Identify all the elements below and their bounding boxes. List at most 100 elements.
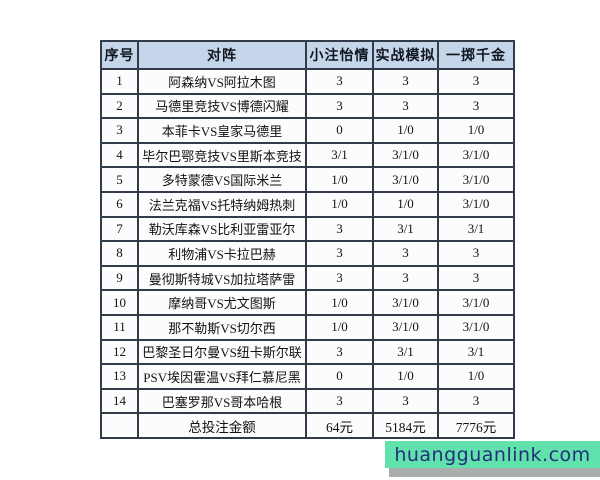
match-row-14-match-cell: 巴塞罗那VS哥本哈根 <box>137 387 307 415</box>
total-row-simulation-cell: 5184元 <box>372 412 439 439</box>
total-row-small-bet-cell: 64元 <box>305 412 374 439</box>
match-row-2-match-cell: 马德里竞技VS博德闪耀 <box>137 92 307 120</box>
match-row-8: 8 利物浦VS卡拉巴赫 3 3 3 <box>100 240 515 267</box>
match-row-10-simulation-cell: 3/1/0 <box>372 289 439 316</box>
match-row-12-simulation-cell: 3/1 <box>372 338 439 366</box>
match-row-6-match-cell: 法兰克福VS托特纳姆热刺 <box>137 190 307 218</box>
match-row-1: 1 阿森纳VS阿拉木图 3 3 3 <box>100 68 515 95</box>
header-row-small-bet-header: 小注怡情 <box>305 40 374 70</box>
match-row-4-match-cell: 毕尔巴鄂竞技VS里斯本竞技 <box>137 141 307 169</box>
header-row-match-header: 对阵 <box>137 40 307 70</box>
match-row-11-big-bet-cell: 3/1/0 <box>437 313 515 341</box>
match-row-4-big-bet-cell: 3/1/0 <box>437 141 515 169</box>
match-row-9: 9 曼彻斯特城VS加拉塔萨雷 3 3 3 <box>100 264 515 292</box>
match-row-6-small-bet-cell: 1/0 <box>305 190 374 218</box>
match-row-3-simulation-cell: 1/0 <box>372 117 439 144</box>
match-row-2-index-cell: 2 <box>100 92 139 120</box>
match-row-4: 4 毕尔巴鄂竞技VS里斯本竞技 3/1 3/1/0 3/1/0 <box>100 141 515 169</box>
match-row-1-small-bet-cell: 3 <box>305 68 374 95</box>
match-row-13: 13 PSV埃因霍温VS拜仁慕尼黑 0 1/0 1/0 <box>100 363 515 390</box>
match-row-12-small-bet-cell: 3 <box>305 338 374 366</box>
match-row-3-index-cell: 3 <box>100 117 139 144</box>
match-row-5-big-bet-cell: 3/1/0 <box>437 166 515 193</box>
total-row: 总投注金额 64元 5184元 7776元 <box>100 412 515 439</box>
header-row-index-header: 序号 <box>100 40 139 70</box>
match-row-6-big-bet-cell: 3/1/0 <box>437 190 515 218</box>
match-row-3-match-cell: 本菲卡VS皇家马德里 <box>137 117 307 144</box>
match-row-10-big-bet-cell: 3/1/0 <box>437 289 515 316</box>
match-row-14-small-bet-cell: 3 <box>305 387 374 415</box>
header-row-big-bet-header: 一掷千金 <box>437 40 515 70</box>
match-row-8-match-cell: 利物浦VS卡拉巴赫 <box>137 240 307 267</box>
match-row-11-match-cell: 那不勒斯VS切尔西 <box>137 313 307 341</box>
match-row-11-index-cell: 11 <box>100 313 139 341</box>
watermark-shadow <box>389 468 600 477</box>
match-row-14-index-cell: 14 <box>100 387 139 415</box>
match-row-2-simulation-cell: 3 <box>372 92 439 120</box>
table-foot: 总投注金额 64元 5184元 7776元 <box>100 412 515 439</box>
match-row-4-simulation-cell: 3/1/0 <box>372 141 439 169</box>
match-row-5-simulation-cell: 3/1/0 <box>372 166 439 193</box>
match-row-2-small-bet-cell: 3 <box>305 92 374 120</box>
match-row-14: 14 巴塞罗那VS哥本哈根 3 3 3 <box>100 387 515 415</box>
match-row-10-small-bet-cell: 1/0 <box>305 289 374 316</box>
total-row-match-cell: 总投注金额 <box>137 412 307 439</box>
match-row-2-big-bet-cell: 3 <box>437 92 515 120</box>
match-row-12-index-cell: 12 <box>100 338 139 366</box>
match-row-7-big-bet-cell: 3/1 <box>437 215 515 243</box>
total-row-big-bet-cell: 7776元 <box>437 412 515 439</box>
match-row-3: 3 本菲卡VS皇家马德里 0 1/0 1/0 <box>100 117 515 144</box>
match-row-12-match-cell: 巴黎圣日尔曼VS纽卡斯尔联 <box>137 338 307 366</box>
match-row-14-big-bet-cell: 3 <box>437 387 515 415</box>
match-row-1-match-cell: 阿森纳VS阿拉木图 <box>137 68 307 95</box>
match-row-6-index-cell: 6 <box>100 190 139 218</box>
match-row-3-small-bet-cell: 0 <box>305 117 374 144</box>
match-row-7: 7 勒沃库森VS比利亚雷亚尔 3 3/1 3/1 <box>100 215 515 243</box>
match-row-8-simulation-cell: 3 <box>372 240 439 267</box>
match-row-9-small-bet-cell: 3 <box>305 264 374 292</box>
match-row-10: 10 摩纳哥VS尤文图斯 1/0 3/1/0 3/1/0 <box>100 289 515 316</box>
betting-odds-table: 序号 对阵 小注怡情 实战模拟 一掷千金 1 阿森纳VS阿拉木图 3 3 3 2 马德里竞技VS博德… <box>100 40 515 439</box>
watermark-text: huangguanlink.com <box>394 443 591 466</box>
match-row-2: 2 马德里竞技VS博德闪耀 3 3 3 <box>100 92 515 120</box>
match-row-13-small-bet-cell: 0 <box>305 363 374 390</box>
header-row: 序号 对阵 小注怡情 实战模拟 一掷千金 <box>100 40 515 70</box>
match-row-9-big-bet-cell: 3 <box>437 264 515 292</box>
match-row-1-simulation-cell: 3 <box>372 68 439 95</box>
match-row-1-big-bet-cell: 3 <box>437 68 515 95</box>
match-row-5: 5 多特蒙德VS国际米兰 1/0 3/1/0 3/1/0 <box>100 166 515 193</box>
match-row-12: 12 巴黎圣日尔曼VS纽卡斯尔联 3 3/1 3/1 <box>100 338 515 366</box>
match-row-7-match-cell: 勒沃库森VS比利亚雷亚尔 <box>137 215 307 243</box>
match-row-8-index-cell: 8 <box>100 240 139 267</box>
match-row-1-index-cell: 1 <box>100 68 139 95</box>
match-row-4-index-cell: 4 <box>100 141 139 169</box>
match-row-13-big-bet-cell: 1/0 <box>437 363 515 390</box>
match-row-5-index-cell: 5 <box>100 166 139 193</box>
match-row-9-match-cell: 曼彻斯特城VS加拉塔萨雷 <box>137 264 307 292</box>
match-row-13-index-cell: 13 <box>100 363 139 390</box>
total-row-index-cell <box>100 412 139 439</box>
match-row-13-match-cell: PSV埃因霍温VS拜仁慕尼黑 <box>137 363 307 390</box>
match-row-8-small-bet-cell: 3 <box>305 240 374 267</box>
match-row-14-simulation-cell: 3 <box>372 387 439 415</box>
match-row-11-small-bet-cell: 1/0 <box>305 313 374 341</box>
match-row-9-index-cell: 9 <box>100 264 139 292</box>
match-row-9-simulation-cell: 3 <box>372 264 439 292</box>
match-row-12-big-bet-cell: 3/1 <box>437 338 515 366</box>
match-row-13-simulation-cell: 1/0 <box>372 363 439 390</box>
match-row-10-index-cell: 10 <box>100 289 139 316</box>
match-row-11-simulation-cell: 3/1/0 <box>372 313 439 341</box>
match-row-7-index-cell: 7 <box>100 215 139 243</box>
match-row-5-small-bet-cell: 1/0 <box>305 166 374 193</box>
match-row-3-big-bet-cell: 1/0 <box>437 117 515 144</box>
match-row-8-big-bet-cell: 3 <box>437 240 515 267</box>
header-row-simulation-header: 实战模拟 <box>372 40 439 70</box>
match-row-7-simulation-cell: 3/1 <box>372 215 439 243</box>
match-row-6-simulation-cell: 1/0 <box>372 190 439 218</box>
table-body: 1 阿森纳VS阿拉木图 3 3 3 2 马德里竞技VS博德闪耀 3 3 3 3 本菲卡VS皇家马德里 0… <box>100 68 515 415</box>
match-row-7-small-bet-cell: 3 <box>305 215 374 243</box>
match-row-4-small-bet-cell: 3/1 <box>305 141 374 169</box>
match-row-6: 6 法兰克福VS托特纳姆热刺 1/0 1/0 3/1/0 <box>100 190 515 218</box>
match-row-10-match-cell: 摩纳哥VS尤文图斯 <box>137 289 307 316</box>
